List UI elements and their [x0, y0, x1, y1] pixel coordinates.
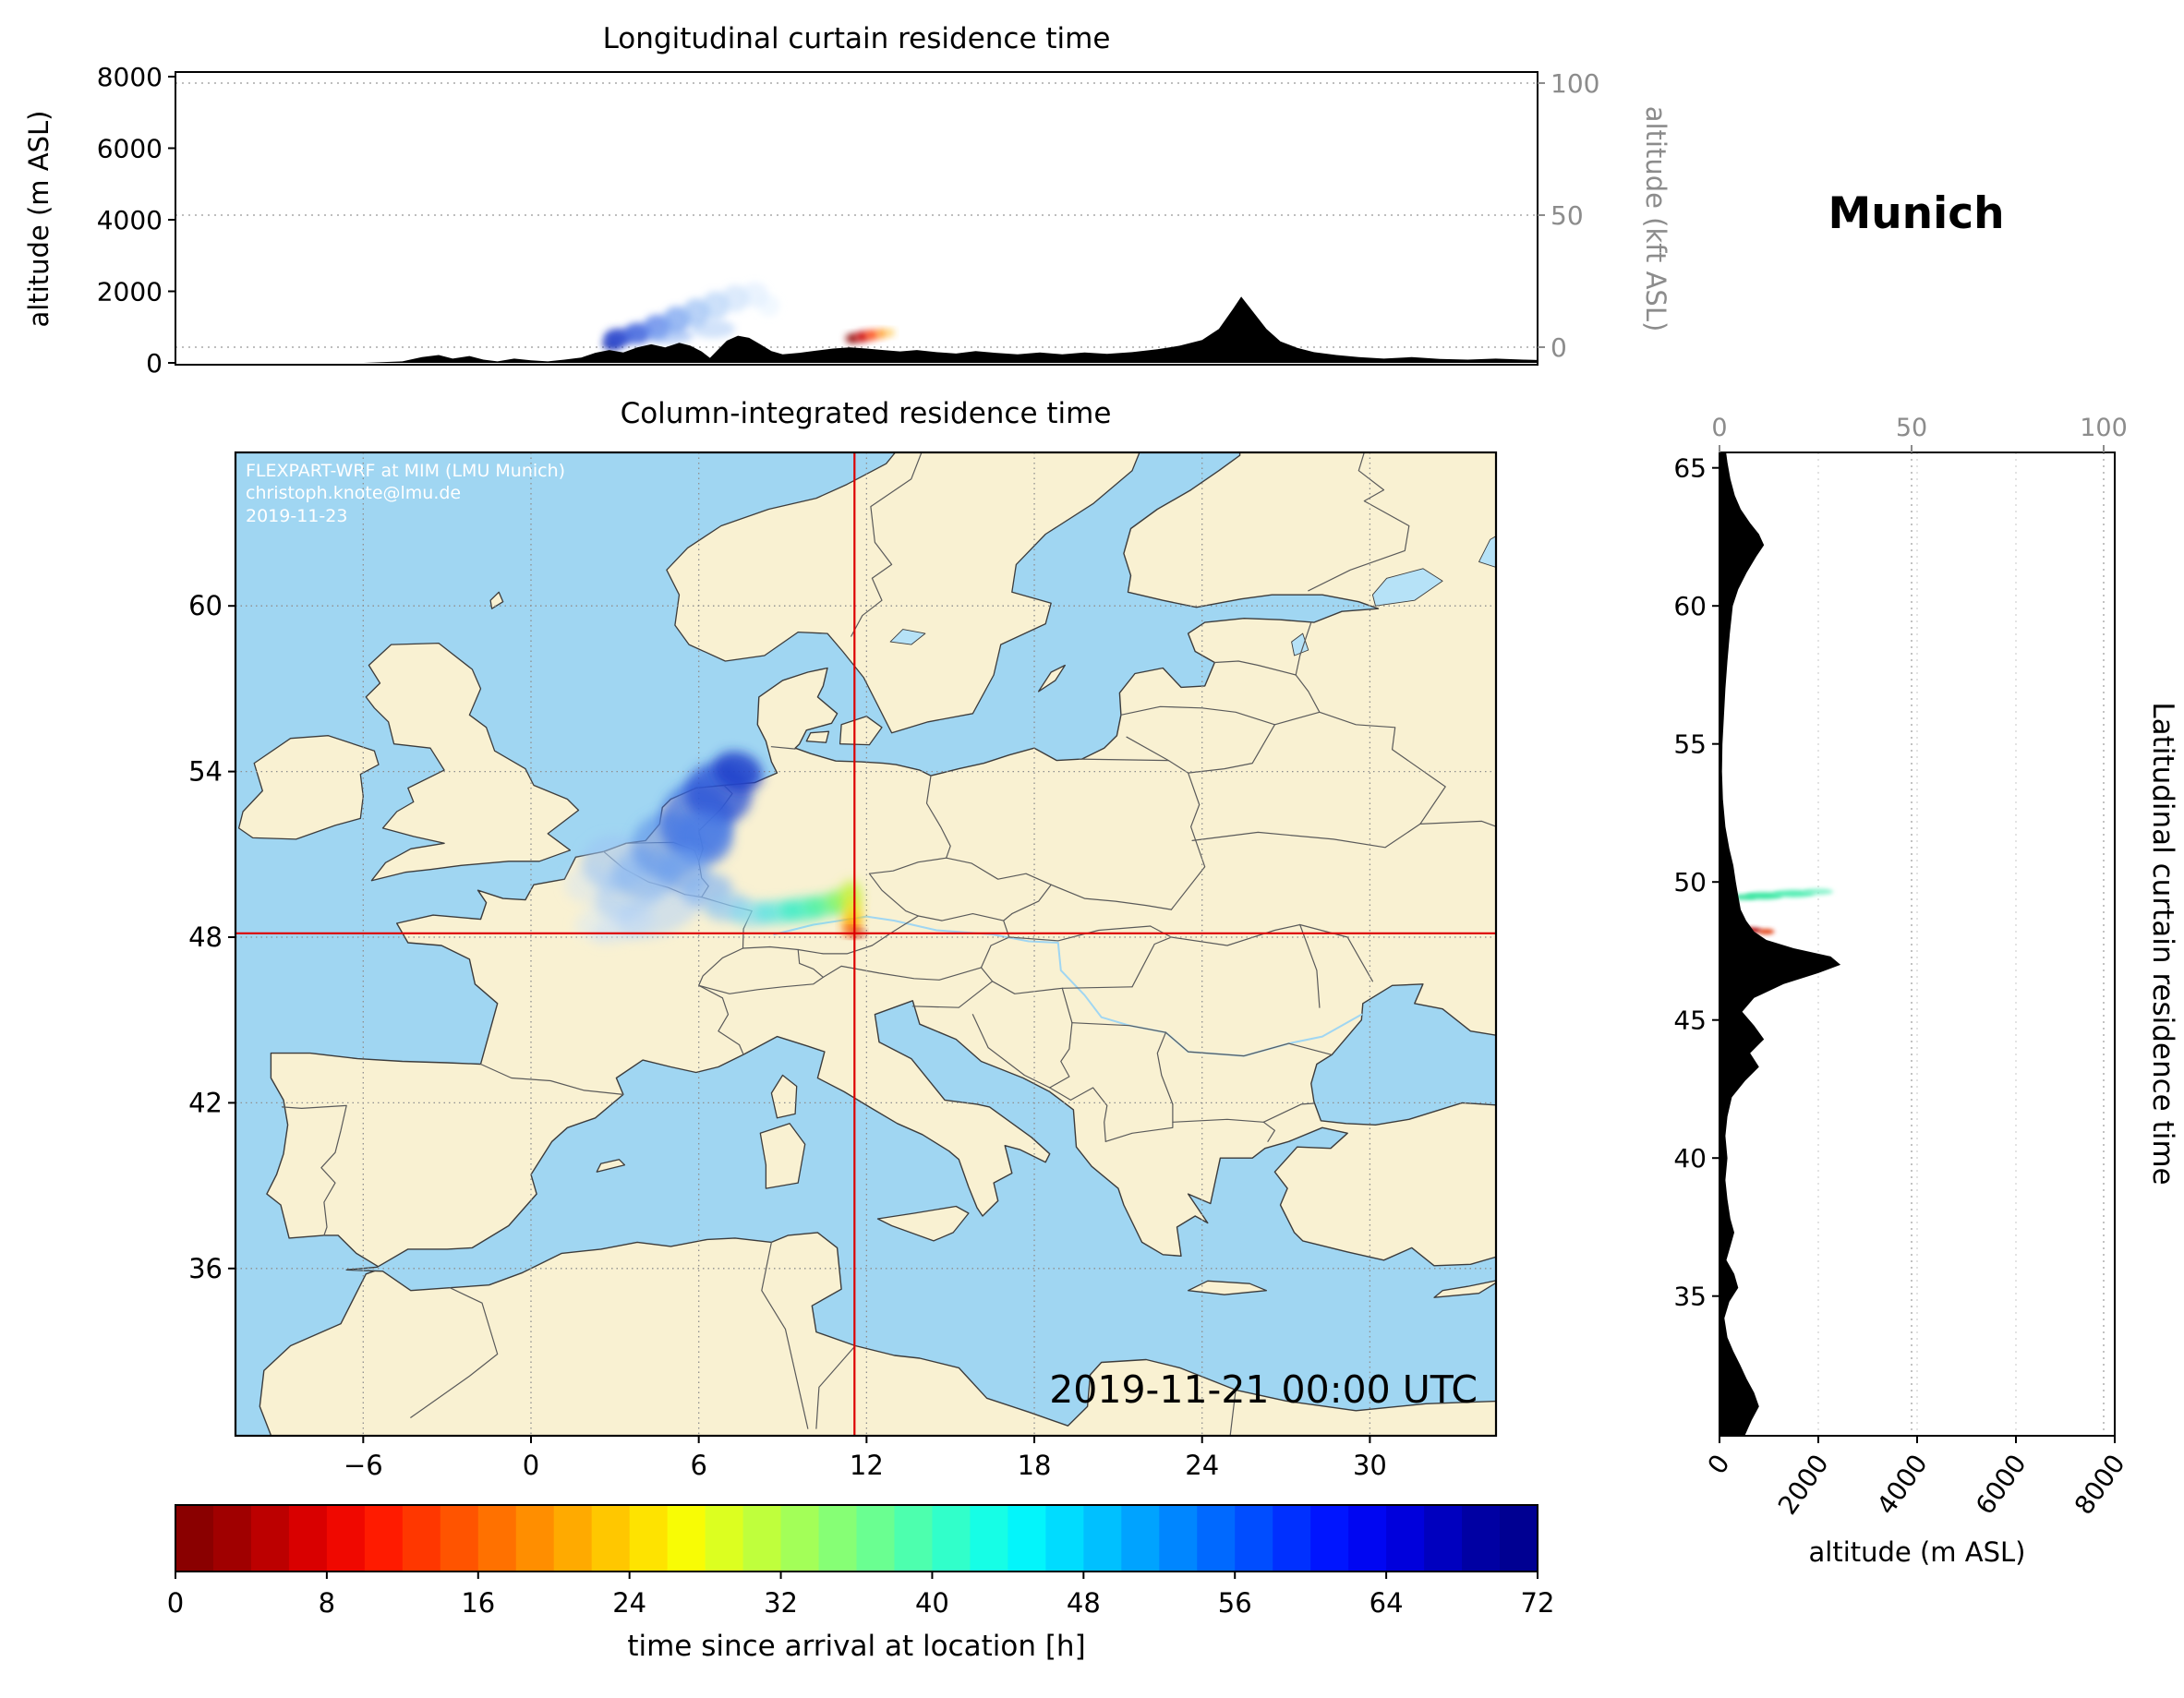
colorbar-tick-label: 48 [1067, 1587, 1101, 1619]
latitudinal-terrain [1719, 452, 1841, 1436]
right-panel-top-tick-label: 0 [1711, 414, 1727, 442]
right-panel-ytick-label: 45 [1673, 1006, 1707, 1036]
colorbar-tick-label: 64 [1370, 1587, 1404, 1619]
top-right-tick-label: 50 [1551, 200, 1584, 231]
map-xtick-label: 0 [523, 1450, 539, 1481]
right-panel-ytick-label: 50 [1673, 867, 1707, 897]
right-panel-xtick-label: 4000 [1871, 1449, 1934, 1520]
colorbar-tick-label: 56 [1218, 1587, 1252, 1619]
latitudinal-curtain-panel: 0 2000 4000 6000 8000 0 50 100 35 40 45 50 55 60 65 [1673, 414, 2130, 1520]
map-content [235, 452, 1496, 1436]
map-xtick-label: 6 [690, 1450, 706, 1481]
map-watermark-line-2: christoph.knote@lmu.de [246, 483, 462, 504]
colorbar: 0 8 16 24 32 40 48 56 64 72 [167, 1504, 1555, 1619]
top-left-tick-label: 6000 [97, 134, 163, 164]
map-land [237, 452, 1496, 1436]
right-panel-ytick-label: 60 [1673, 591, 1707, 621]
right-panel-ytick-label: 40 [1673, 1143, 1707, 1174]
colorbar-label: time since arrival at location [h] [627, 1630, 1086, 1663]
map-borders [281, 452, 1496, 1436]
map-xtick-label: 30 [1353, 1450, 1387, 1481]
right-panel-top-tick-label: 50 [1896, 414, 1927, 442]
right-panel-ytick-label: 65 [1673, 453, 1707, 484]
location-title: Munich [1828, 188, 2005, 239]
right-panel-title: Latitudinal curtain residence time [2146, 702, 2179, 1186]
map-xtick-label: 18 [1018, 1450, 1052, 1481]
map-panel: −6 0 6 12 18 24 30 36 42 48 54 60 [188, 451, 1498, 1481]
map-ytick-label: 42 [188, 1087, 223, 1118]
right-panel-xtick-label: 2000 [1772, 1449, 1835, 1520]
right-panel-top-tick-label: 100 [2080, 414, 2128, 442]
right-panel-ytick-label: 35 [1673, 1282, 1707, 1312]
right-panel-ytick-label: 55 [1673, 729, 1707, 760]
colorbar-frame [175, 1504, 1538, 1572]
map-ytick-label: 36 [188, 1253, 223, 1284]
map-gridlines [235, 452, 1496, 1436]
top-left-tick-label: 0 [146, 348, 163, 379]
right-panel-xlabel: altitude (m ASL) [1808, 1536, 2026, 1568]
map-panel-title: Column-integrated residence time [620, 397, 1112, 430]
map-xtick-label: 24 [1185, 1450, 1219, 1481]
right-panel-xtick-label: 0 [1701, 1449, 1735, 1480]
map-timestamp: 2019-11-21 00:00 UTC [1049, 1367, 1478, 1412]
map-watermark-line-1: FLEXPART-WRF at MIM (LMU Munich) [246, 461, 566, 481]
map-ytick-label: 48 [188, 921, 223, 953]
top-left-tick-label: 8000 [97, 62, 163, 92]
top-panel-ylabel-right: altitude (kft ASL) [1640, 105, 1671, 332]
longitudinal-panel-title: Longitudinal curtain residence time [602, 22, 1111, 55]
longitudinal-frame [175, 71, 1538, 366]
top-left-tick-label: 4000 [97, 205, 163, 235]
top-right-tick-label: 100 [1551, 68, 1599, 99]
map-xtick-label: −6 [344, 1450, 383, 1481]
latitudinal-curtain-content [1719, 452, 2105, 1436]
right-panel-xtick-label: 6000 [1970, 1449, 2033, 1520]
map-lakes [889, 536, 1496, 656]
longitudinal-curtain-panel: 0 2000 4000 6000 8000 0 50 100 [97, 62, 1600, 379]
right-panel-xtick-label: 8000 [2069, 1449, 2131, 1520]
top-left-tick-label: 2000 [97, 277, 163, 307]
longitudinal-curtain-content [175, 82, 1538, 363]
map-watermark-line-3: 2019-11-23 [246, 505, 348, 526]
longitudinal-terrain [175, 296, 1538, 363]
colorbar-tick-label: 24 [612, 1587, 646, 1619]
colorbar-tick-label: 32 [764, 1587, 798, 1619]
colorbar-tick-label: 0 [167, 1587, 184, 1619]
colorbar-tick-label: 16 [461, 1587, 495, 1619]
longitudinal-plume [602, 282, 895, 350]
map-watermark: FLEXPART-WRF at MIM (LMU Munich) christo… [246, 460, 565, 527]
colorbar-tick-label: 8 [319, 1587, 335, 1619]
map-xtick-label: 12 [850, 1450, 884, 1481]
colorbar-tick-label: 72 [1521, 1587, 1555, 1619]
map-ytick-label: 60 [188, 590, 223, 621]
colorbar-tick-label: 40 [915, 1587, 949, 1619]
top-panel-ylabel-left: altitude (m ASL) [23, 110, 54, 328]
top-right-tick-label: 0 [1551, 332, 1567, 363]
map-plume [564, 751, 864, 944]
map-ytick-label: 54 [188, 756, 223, 788]
